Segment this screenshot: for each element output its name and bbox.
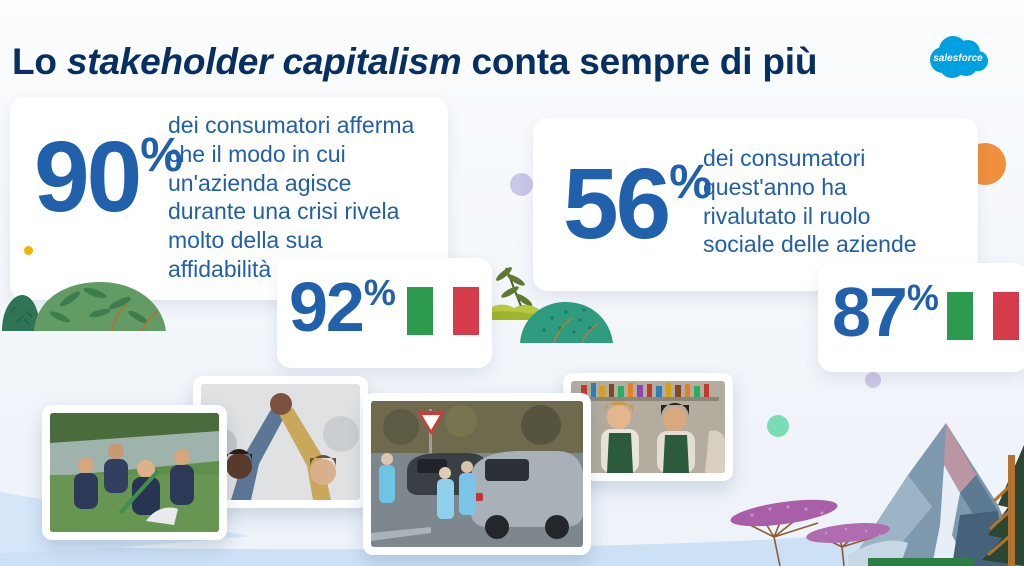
title-emphasis: stakeholder capitalism xyxy=(66,40,462,82)
volunteers-park-cleanup-image xyxy=(50,413,219,532)
stat-value-87: 87% xyxy=(832,273,939,351)
green-bushes-decor xyxy=(2,282,166,331)
stat-text-90: dei consumatori afferma che il modo in c… xyxy=(168,112,415,282)
photo-drive-through-testing xyxy=(363,393,591,555)
italy-flag-icon xyxy=(407,287,480,335)
italy-flag-icon xyxy=(947,292,1020,340)
title-lead: Lo xyxy=(12,40,67,82)
salesforce-logo-text: salesforce xyxy=(933,53,983,64)
drive-through-testing-image xyxy=(371,401,583,547)
flag-red-stripe xyxy=(453,287,479,335)
photo-kitchen-volunteers xyxy=(563,373,733,481)
percent-sign: % xyxy=(140,129,183,182)
lavender-dot-decor xyxy=(510,173,533,196)
kitchen-volunteers-image xyxy=(571,381,725,473)
flag-green-stripe xyxy=(407,287,433,335)
percent-sign: % xyxy=(669,156,712,209)
flag-green-stripe xyxy=(947,292,973,340)
title-rest: conta sempre di più xyxy=(461,40,818,82)
purple-trees-decor xyxy=(730,499,890,566)
stat-card-90: 90% dei consumatori afferma che il modo … xyxy=(10,97,448,300)
mountain-decor xyxy=(848,423,1024,566)
mint-dot-decor xyxy=(767,415,789,437)
stat-value-56: 56% xyxy=(563,148,712,260)
stat-text-56: dei consumatori quest'anno ha rivalutato… xyxy=(703,145,917,258)
plants-decor xyxy=(482,267,613,343)
percent-sign: % xyxy=(363,272,396,313)
page-title: Lo stakeholder capitalism conta sempre d… xyxy=(12,41,817,83)
percent-sign: % xyxy=(906,277,939,318)
flag-red-stripe xyxy=(993,292,1019,340)
stat-value-92: 92% xyxy=(289,268,396,346)
stat-value-90: 90% xyxy=(34,121,183,233)
salesforce-logo-icon: salesforce xyxy=(930,36,988,78)
yellow-dot-decor xyxy=(24,246,33,255)
stat-card-56: 56% dei consumatori quest'anno ha rivalu… xyxy=(533,118,978,291)
small-lavender-dot-decor xyxy=(865,372,881,388)
italy-card-87: 87% xyxy=(818,263,1024,372)
photo-volunteers-park-cleanup xyxy=(42,405,227,540)
italy-card-92: 92% xyxy=(277,258,492,368)
